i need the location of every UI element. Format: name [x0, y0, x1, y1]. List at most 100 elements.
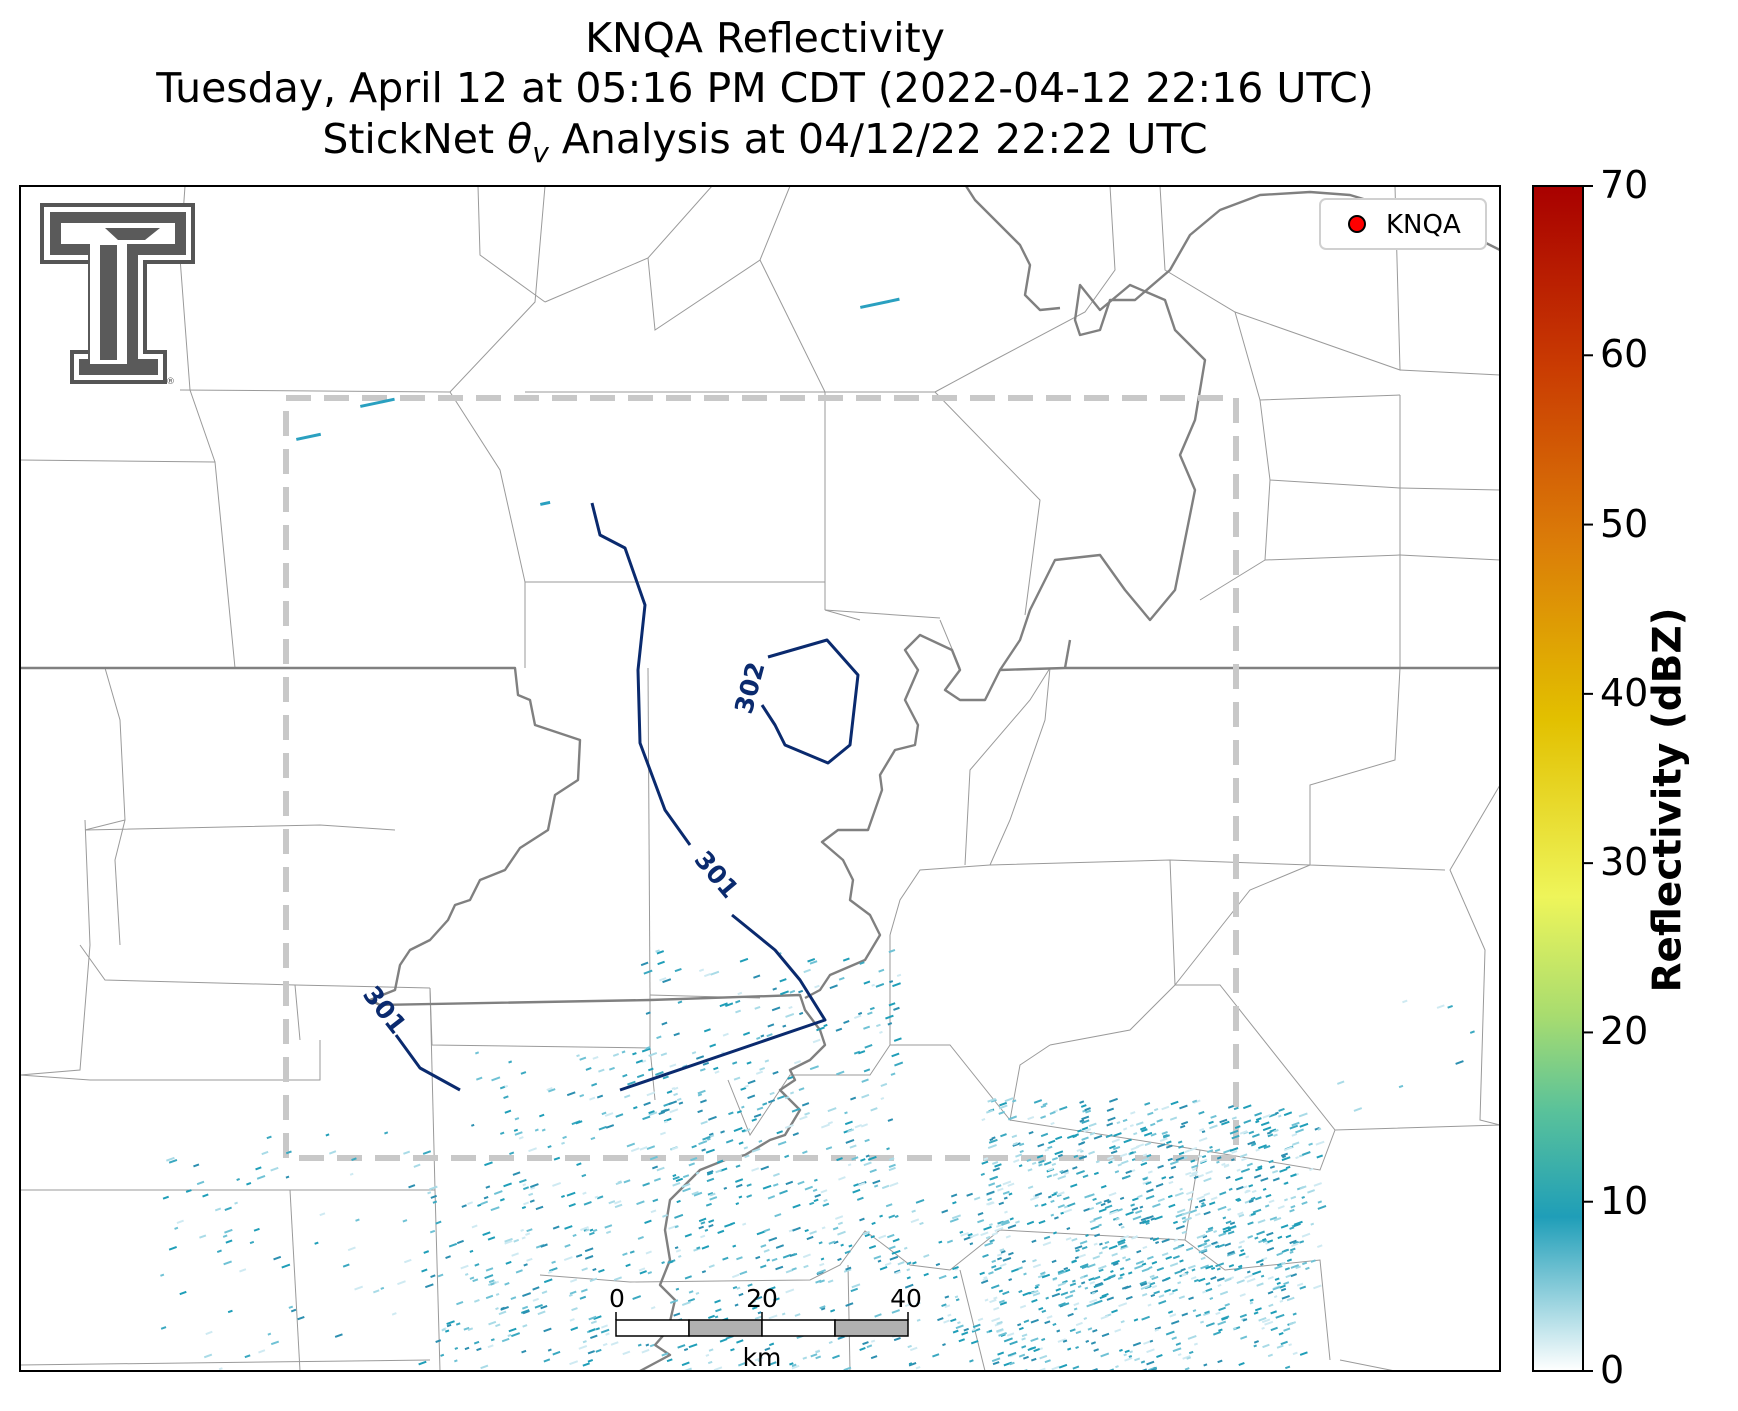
echo-pixel: [1276, 1344, 1284, 1349]
echo-pixel: [815, 1349, 821, 1354]
echo-pixel: [610, 1341, 619, 1346]
echo-pixel: [1173, 1245, 1183, 1251]
echo-pixel: [485, 1294, 494, 1300]
echo-pixel: [1161, 1130, 1168, 1135]
echo-pixel: [739, 957, 749, 963]
echo-pixel: [1216, 1277, 1225, 1282]
echo-pixel: [587, 1359, 594, 1363]
echo-pixel: [870, 1235, 875, 1239]
echo-pixel: [907, 1344, 912, 1349]
echo-pixel: [1224, 1277, 1232, 1283]
echo-pixel: [844, 1120, 853, 1126]
echo-pixel: [1129, 1350, 1133, 1354]
echo-pixel: [660, 1131, 666, 1136]
echo-pixel: [1207, 1226, 1214, 1231]
echo-pixel: [1057, 1282, 1066, 1287]
echo-pixel: [1057, 1175, 1067, 1180]
echo-pixel: [1007, 1351, 1017, 1357]
echo-pixel: [1200, 1320, 1205, 1324]
echo-pixel: [1288, 1343, 1292, 1347]
echo-pixel: [1038, 1159, 1045, 1164]
echo-pixel: [750, 1299, 757, 1304]
echo-pixel: [1193, 1278, 1199, 1283]
echo-pixel: [1022, 1355, 1029, 1360]
echo-pixel: [1269, 1216, 1278, 1221]
echo-pixel: [605, 1124, 615, 1129]
echo-pixel: [999, 1301, 1008, 1306]
echo-pixel: [1131, 1235, 1139, 1240]
echo-pixel: [1003, 1196, 1008, 1200]
echo-pixel: [224, 1228, 233, 1234]
echo-pixel: [1257, 1219, 1266, 1224]
echo-pixel: [1120, 1245, 1129, 1251]
echo-pixel: [706, 1137, 711, 1141]
echo-pixel: [1193, 1175, 1200, 1180]
echo-pixel: [1447, 1004, 1453, 1009]
echo-pixel: [588, 1315, 597, 1321]
echo-pixel: [1272, 1285, 1281, 1291]
echo-pixel: [1175, 1224, 1185, 1230]
echo-pixel: [511, 1252, 519, 1257]
echo-pixel: [1177, 1140, 1183, 1144]
echo-pixel: [741, 1105, 745, 1109]
echo-pixel: [1203, 1192, 1211, 1197]
echo-pixel: [1233, 1106, 1239, 1111]
echo-pixel: [1140, 1285, 1150, 1290]
echo-pixel: [589, 1228, 594, 1232]
echo-pixel: [1118, 1348, 1123, 1352]
echo-pixel: [1199, 1158, 1208, 1164]
echo-pixel: [792, 1226, 801, 1232]
echo-pixel: [669, 1108, 679, 1114]
echo-pixel: [888, 1214, 896, 1219]
echo-pixel: [347, 1246, 356, 1252]
echo-pixel: [656, 1166, 665, 1172]
echo-pixel: [1070, 1183, 1078, 1188]
echo-pixel: [1301, 1232, 1311, 1238]
echo-pixel: [1157, 1164, 1164, 1169]
echo-pixel: [753, 974, 761, 979]
echo-pixel: [1063, 1208, 1073, 1214]
echo-pixel: [923, 1253, 930, 1258]
echo-pixel: [1238, 1213, 1245, 1218]
echo-pixel: [529, 1199, 535, 1203]
echo-pixel: [798, 1087, 805, 1091]
echo-pixel: [1110, 1270, 1114, 1273]
echo-pixel: [1041, 1202, 1047, 1207]
echo-pixel: [1268, 1199, 1275, 1204]
echo-pixel: [1065, 1294, 1074, 1300]
echo-pixel: [1092, 1328, 1098, 1333]
registered-mark: ®: [166, 377, 175, 387]
echo-pixel: [1238, 1252, 1246, 1257]
echo-pixel: [500, 1306, 505, 1310]
echo-pixel: [821, 1123, 831, 1129]
echo-pixel: [514, 1131, 523, 1136]
scale-unit: km: [743, 1343, 782, 1372]
echo-pixel: [1067, 1312, 1074, 1317]
echo-pixel: [1165, 1276, 1171, 1281]
echo-pixel: [488, 1279, 495, 1284]
echo-pixel: [1077, 1129, 1082, 1133]
echo-pixel: [1133, 1132, 1138, 1136]
echo-pixel: [1277, 1205, 1285, 1210]
echo-pixel: [1092, 1255, 1101, 1260]
echo-pixel: [1310, 1259, 1316, 1263]
echo-pixel: [1069, 1289, 1076, 1294]
echo-pixel: [1266, 1231, 1274, 1237]
echo-pixel: [1267, 1239, 1274, 1244]
echo-pixel: [1093, 1348, 1099, 1352]
echo-pixel: [732, 1273, 740, 1279]
echo-pixel: [525, 1232, 531, 1236]
echo-pixel: [566, 1191, 576, 1197]
echo-pixel: [789, 989, 796, 994]
echo-pixel: [1135, 1209, 1143, 1214]
echo-pixel: [1089, 1298, 1098, 1304]
echo-pixel: [480, 1364, 489, 1370]
echo-pixel: [973, 1196, 981, 1201]
echo-pixel: [427, 1191, 432, 1195]
echo-pixel: [1267, 1353, 1273, 1358]
echo-pixel: [1072, 1166, 1078, 1170]
echo-pixel: [869, 1006, 875, 1011]
echo-pixel: [682, 1187, 691, 1193]
echo-pixel: [1276, 1281, 1281, 1285]
echo-pixel: [672, 1174, 677, 1178]
